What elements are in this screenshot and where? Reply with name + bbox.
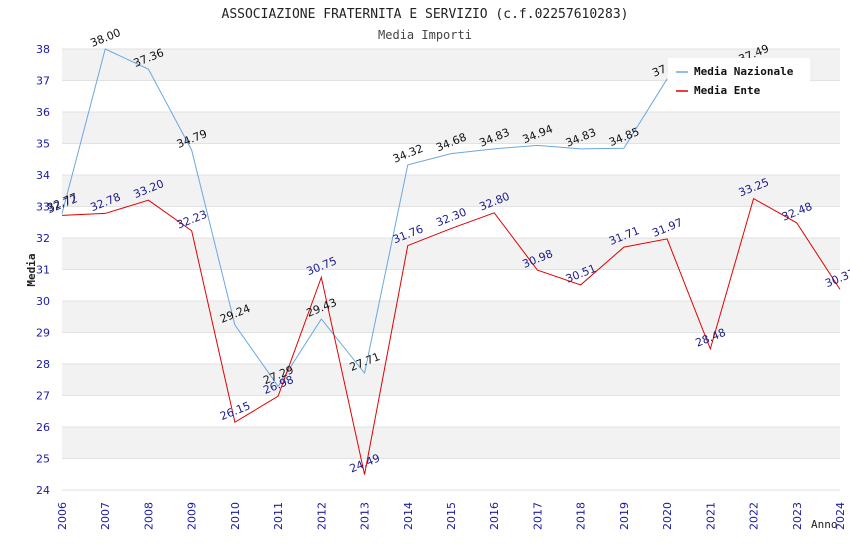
x-tick-label: 2016 (488, 502, 501, 530)
x-tick-label: 2017 (531, 502, 544, 530)
grid-band (62, 395, 840, 427)
y-tick-label: 25 (36, 453, 50, 466)
series-lines (61, 48, 841, 475)
y-tick-label: 26 (36, 421, 50, 434)
x-tick-label: 2023 (791, 502, 804, 530)
legend: Media Nazionale Media Ente (668, 58, 810, 100)
y-tick-label: 33 (36, 201, 50, 214)
y-tick-label: 35 (36, 138, 50, 151)
y-tick-label: 27 (36, 390, 50, 403)
grid-band (62, 112, 840, 144)
y-tick-label: 31 (36, 264, 50, 277)
x-tick-label: 2012 (315, 502, 328, 530)
grid-band (62, 364, 840, 396)
y-tick-label: 24 (36, 484, 50, 497)
legend-label-ente: Media Ente (694, 84, 761, 97)
legend-box (668, 58, 810, 100)
grid-band (62, 175, 840, 207)
legend-label-nazionale: Media Nazionale (694, 65, 794, 78)
y-tick-label: 38 (36, 43, 50, 56)
grid-bands (62, 48, 840, 491)
grid-band (62, 301, 840, 333)
chart-subtitle: Media Importi (378, 28, 472, 42)
y-axis-ticks: 24 25 26 27 28 29 30 31 32 33 34 35 36 37 38 (36, 43, 50, 497)
x-tick-label: 2007 (99, 502, 112, 530)
series-line-nazionale (61, 48, 668, 388)
grid-band (62, 269, 840, 301)
x-tick-label: 2008 (142, 502, 155, 530)
grid-band (62, 143, 840, 175)
y-tick-label: 37 (36, 75, 50, 88)
y-tick-label: 28 (36, 358, 50, 371)
x-tick-label: 2019 (618, 502, 631, 530)
data-label-nazionale: 38.00 (88, 26, 122, 50)
grid-band (62, 458, 840, 490)
x-tick-label: 2015 (445, 502, 458, 530)
y-tick-label: 29 (36, 327, 50, 340)
y-axis-label: Media (25, 253, 38, 286)
grid-band (62, 238, 840, 270)
x-tick-label: 2009 (186, 502, 199, 530)
chart-title: ASSOCIAZIONE FRATERNITA E SERVIZIO (c.f.… (222, 7, 629, 22)
x-tick-label: 2010 (229, 502, 242, 530)
x-tick-label: 2024 (834, 502, 847, 530)
x-tick-label: 2021 (704, 502, 717, 530)
y-tick-label: 34 (36, 169, 50, 182)
x-tick-label: 2013 (359, 502, 372, 530)
x-tick-label: 2006 (56, 502, 69, 530)
y-tick-label: 32 (36, 232, 50, 245)
x-axis-ticks: 2006 2007 2008 2009 2010 2011 2012 2013 2014 2015… (56, 502, 847, 530)
y-tick-label: 30 (36, 295, 50, 308)
x-tick-label: 2011 (272, 502, 285, 530)
grid-band (62, 427, 840, 459)
x-tick-label: 2022 (748, 502, 761, 530)
x-axis-label: Anno (811, 518, 838, 531)
x-tick-label: 2014 (402, 502, 415, 530)
x-tick-label: 2018 (575, 502, 588, 530)
series-line-ente (61, 197, 841, 475)
y-tick-label: 36 (36, 106, 50, 119)
x-tick-label: 2020 (661, 502, 674, 530)
